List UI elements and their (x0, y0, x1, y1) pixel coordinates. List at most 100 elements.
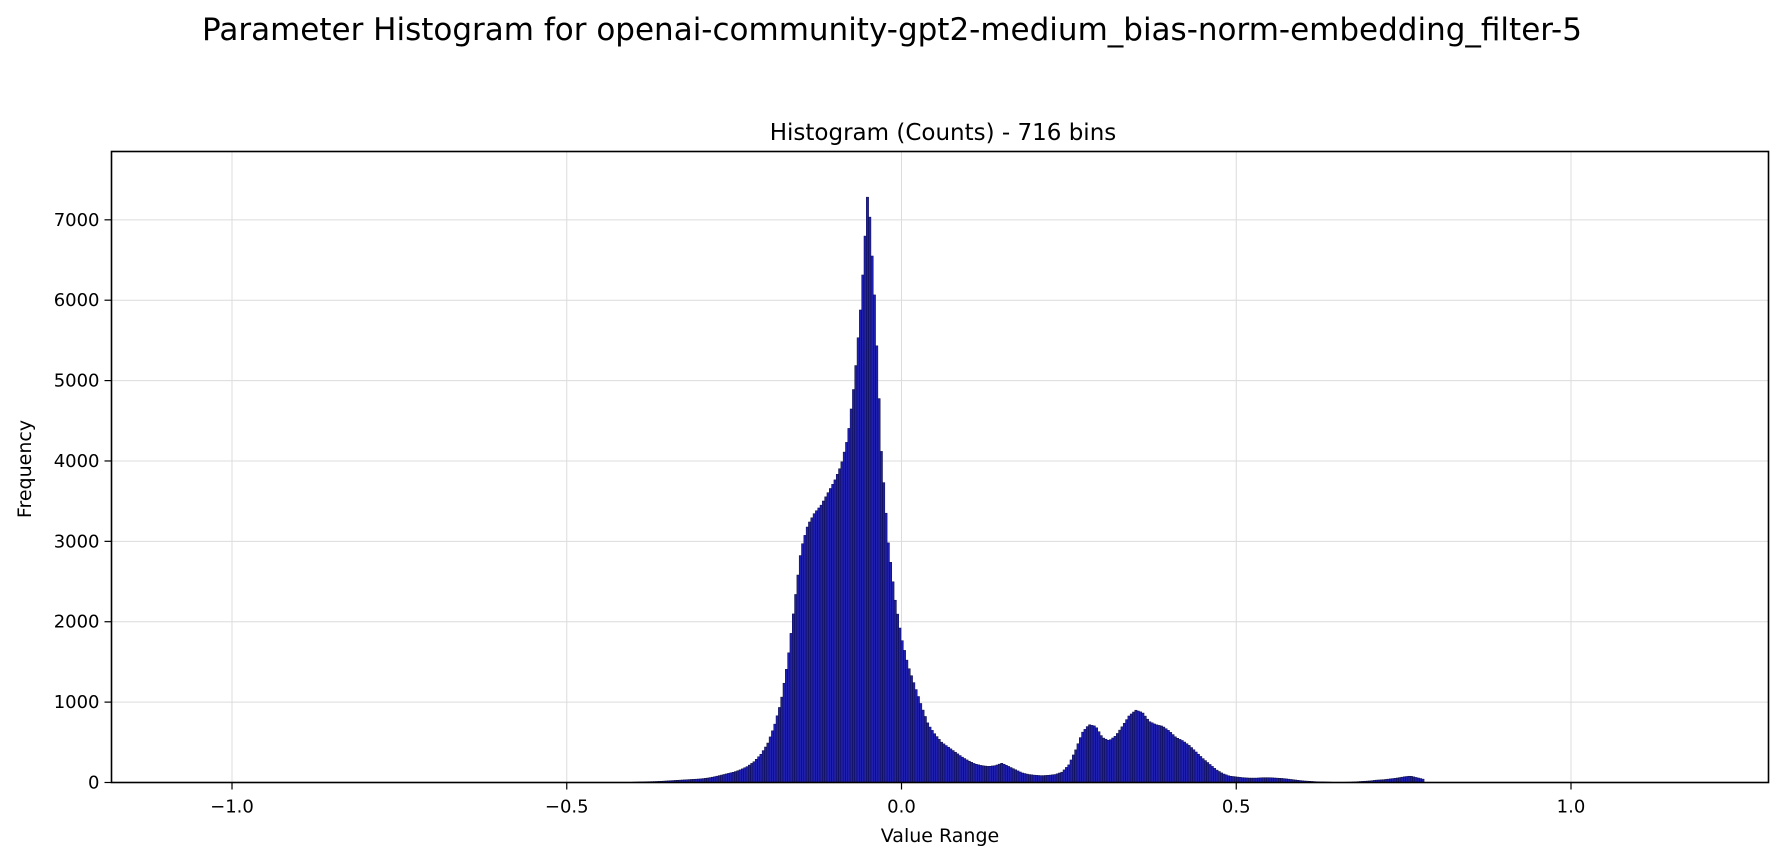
histogram-bar (977, 764, 980, 783)
histogram-bar (1097, 731, 1101, 783)
histogram-bar (1231, 776, 1235, 783)
histogram-bar (1227, 775, 1230, 783)
histogram-bar (944, 745, 948, 783)
histogram-bar (829, 488, 832, 783)
histogram-bar (1224, 774, 1228, 783)
histogram-bar (1400, 776, 1404, 783)
histogram-bar (856, 337, 860, 783)
histogram-bar (903, 650, 906, 783)
x-axis-label: Value Range (881, 825, 999, 847)
x-tick-label: 0.5 (1222, 797, 1251, 818)
histogram-bar (794, 594, 798, 783)
histogram-bar (775, 715, 779, 783)
histogram-bar (1153, 723, 1156, 783)
y-tick-label: 7000 (54, 210, 100, 231)
histogram-bar (1120, 726, 1124, 783)
histogram-bar (884, 512, 888, 783)
histogram-bar (1234, 776, 1237, 783)
histogram-bar (1072, 754, 1075, 783)
histogram-bar (1166, 730, 1170, 783)
histogram-bar (970, 762, 974, 783)
histogram-bar (891, 581, 895, 783)
histogram-bar (967, 760, 971, 783)
histogram-bar (1125, 719, 1129, 783)
grid (111, 151, 1769, 783)
histogram-bar (1090, 725, 1094, 783)
histogram-bar (1159, 725, 1163, 783)
histogram-bar (916, 696, 920, 783)
histogram-bar (1183, 741, 1186, 783)
histogram-bar (868, 216, 872, 783)
histogram-bar (1173, 736, 1177, 783)
histogram-bar (1220, 772, 1223, 783)
histogram-bar (1069, 759, 1073, 783)
histogram-bar (1203, 760, 1207, 783)
histogram-bar (877, 398, 881, 783)
histogram-bar (1407, 775, 1411, 783)
histogram-bar (1185, 743, 1189, 783)
histogram-bar (1129, 713, 1133, 783)
histogram-bar (787, 652, 791, 783)
histogram-bar (1164, 728, 1168, 783)
histogram-bar (845, 442, 849, 783)
histogram-bar (997, 763, 1001, 783)
histogram-bar (1187, 745, 1191, 783)
y-tick-label: 3000 (54, 531, 100, 552)
histogram-bar (963, 758, 967, 783)
histogram-bar (1210, 766, 1214, 783)
histogram-bar (1078, 737, 1082, 783)
histogram-bar (743, 767, 747, 783)
histogram-bar (1092, 725, 1096, 783)
histogram-bar (1095, 727, 1098, 783)
plot-frame (110, 150, 1770, 784)
x-axis-ticks: −1.0 −0.5 0.0 0.5 1.0 (210, 782, 1585, 818)
histogram-bar (738, 769, 742, 783)
histogram-bar (752, 761, 756, 783)
histogram-bar (1134, 709, 1138, 783)
histogram-bar (905, 659, 909, 783)
histogram-bar (824, 496, 828, 783)
histogram-bar (801, 543, 805, 783)
y-tick-label: 4000 (54, 451, 100, 472)
histogram-bar (822, 500, 825, 783)
histogram-bar (831, 484, 835, 783)
histogram-bar (893, 599, 897, 783)
histogram-bar (919, 703, 923, 783)
histogram-bar (1085, 726, 1089, 783)
histogram-bar (819, 504, 823, 783)
histogram-bar (1004, 765, 1008, 783)
y-axis-ticks: 0 1000 2000 3000 4000 5000 6000 7000 (54, 210, 112, 794)
histogram-bar (1016, 770, 1020, 783)
histogram-bar (928, 726, 932, 783)
histogram-bar (766, 742, 770, 783)
histogram-bar (835, 474, 839, 783)
histogram-bar (750, 763, 754, 783)
histogram-bar (1412, 776, 1416, 783)
histogram-bar (1206, 762, 1210, 783)
histogram-bar (1143, 715, 1147, 783)
histogram-bar (951, 750, 955, 783)
histogram-bar (773, 723, 777, 783)
histogram-bar (1208, 764, 1212, 783)
histogram-bar (759, 753, 763, 783)
histogram-bar (724, 773, 728, 783)
histogram-bar (805, 526, 809, 783)
x-tick-label: −1.0 (210, 797, 254, 818)
histogram-bar (873, 294, 876, 783)
histogram-bar (812, 513, 816, 783)
histogram-bar (1053, 774, 1057, 783)
histogram-bar (1132, 711, 1136, 783)
histogram-bar (993, 765, 997, 783)
histogram-bar (808, 521, 812, 783)
histogram-bar (1162, 726, 1166, 783)
histogram-bar (921, 709, 925, 783)
histogram-bar (729, 772, 733, 783)
histogram-bar (1409, 776, 1413, 783)
histogram-bar (1169, 732, 1173, 783)
histogram-bar (940, 741, 943, 783)
histogram-bar (1083, 729, 1087, 783)
histogram-bar (965, 759, 969, 783)
histogram-bar (926, 722, 930, 783)
histogram-bar (852, 389, 855, 783)
